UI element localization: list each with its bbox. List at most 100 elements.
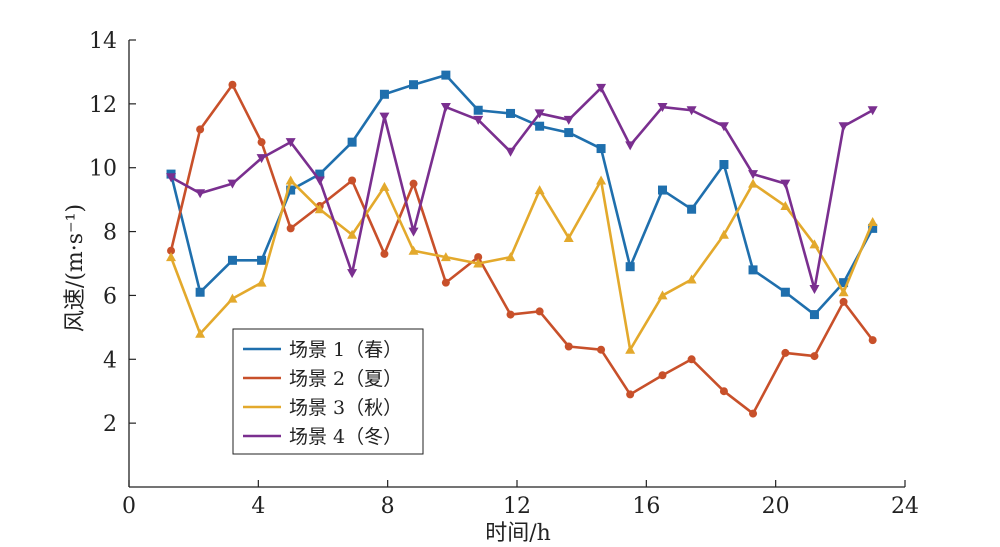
data-point bbox=[838, 122, 849, 132]
data-point bbox=[780, 179, 791, 189]
x-tick-label: 12 bbox=[503, 494, 531, 519]
data-point bbox=[285, 175, 296, 185]
data-point bbox=[409, 80, 419, 90]
data-point bbox=[408, 245, 419, 255]
data-point bbox=[657, 103, 668, 113]
data-point bbox=[257, 138, 266, 147]
data-point bbox=[658, 371, 667, 380]
data-point bbox=[505, 147, 516, 157]
y-axis-label: 风速/(m·s⁻¹) bbox=[63, 204, 88, 332]
data-point bbox=[534, 109, 545, 119]
x-tick-label: 4 bbox=[251, 494, 265, 519]
data-point bbox=[441, 278, 450, 287]
data-point bbox=[347, 269, 358, 279]
data-point bbox=[748, 265, 758, 275]
data-point bbox=[534, 185, 545, 195]
data-point bbox=[780, 287, 790, 297]
data-point bbox=[625, 262, 635, 272]
y-tick-label: 2 bbox=[103, 412, 117, 437]
data-point bbox=[563, 232, 574, 242]
data-point bbox=[563, 115, 574, 125]
data-point bbox=[473, 115, 484, 125]
x-axis-label: 时间/h bbox=[485, 521, 551, 546]
data-point bbox=[597, 345, 606, 354]
data-point bbox=[195, 328, 206, 338]
x-tick-label: 16 bbox=[632, 494, 660, 519]
series-layer bbox=[166, 70, 878, 418]
data-point bbox=[195, 189, 206, 199]
series-3 bbox=[166, 175, 878, 354]
data-point bbox=[196, 125, 205, 134]
data-point bbox=[348, 176, 357, 185]
series-line bbox=[169, 179, 874, 352]
data-point bbox=[596, 83, 607, 93]
data-point bbox=[535, 121, 545, 131]
data-point bbox=[474, 253, 483, 262]
data-point bbox=[809, 285, 820, 295]
data-point bbox=[286, 224, 295, 233]
data-point bbox=[748, 170, 759, 180]
data-point bbox=[687, 355, 696, 364]
data-point bbox=[810, 352, 819, 361]
data-point bbox=[657, 290, 668, 300]
data-point bbox=[780, 201, 791, 211]
data-point bbox=[564, 342, 573, 351]
data-point bbox=[625, 344, 636, 354]
legend: 场景 1（春） 场景 2（夏） 场景 3（秋） 场景 4（冬） bbox=[232, 328, 424, 455]
data-point bbox=[748, 178, 759, 188]
data-point bbox=[166, 173, 177, 183]
data-point bbox=[505, 252, 516, 262]
data-point bbox=[408, 227, 419, 237]
data-point bbox=[719, 160, 729, 170]
data-point bbox=[596, 144, 606, 154]
data-point bbox=[257, 255, 267, 265]
y-tick-label: 8 bbox=[103, 221, 117, 246]
data-point bbox=[380, 249, 389, 258]
data-point bbox=[227, 179, 238, 189]
x-tick-label: 24 bbox=[891, 494, 919, 519]
y-tick-label: 12 bbox=[89, 93, 117, 118]
data-point bbox=[379, 89, 389, 99]
data-point bbox=[379, 181, 390, 191]
data-point bbox=[809, 310, 819, 320]
data-point bbox=[719, 387, 728, 396]
data-point bbox=[409, 179, 418, 188]
series-line bbox=[170, 86, 874, 291]
y-tick-label: 4 bbox=[103, 348, 117, 373]
data-point bbox=[506, 108, 516, 118]
data-point bbox=[718, 122, 729, 132]
y-tick-label: 10 bbox=[89, 157, 117, 182]
data-point bbox=[441, 70, 451, 80]
data-point bbox=[227, 255, 237, 265]
data-point bbox=[868, 336, 877, 345]
data-point bbox=[506, 310, 515, 319]
data-point bbox=[749, 409, 758, 418]
data-point bbox=[809, 239, 820, 249]
data-point bbox=[781, 348, 790, 357]
data-point bbox=[838, 287, 849, 297]
data-point bbox=[166, 252, 177, 262]
data-point bbox=[867, 216, 878, 226]
data-point bbox=[285, 138, 296, 148]
data-point bbox=[473, 258, 484, 268]
data-point bbox=[379, 112, 390, 122]
x-tick-label: 20 bbox=[762, 494, 790, 519]
data-point bbox=[686, 106, 697, 116]
data-point bbox=[839, 297, 848, 306]
x-tick-label: 0 bbox=[122, 494, 136, 519]
data-point bbox=[167, 246, 176, 255]
data-point bbox=[718, 229, 729, 239]
data-point bbox=[535, 307, 544, 316]
series-line bbox=[169, 83, 874, 415]
series-2 bbox=[167, 80, 877, 418]
data-point bbox=[347, 229, 358, 239]
data-point bbox=[256, 154, 267, 164]
data-point bbox=[596, 175, 607, 185]
data-point bbox=[347, 137, 357, 147]
data-point bbox=[625, 141, 636, 151]
data-point bbox=[314, 204, 325, 214]
data-point bbox=[228, 80, 237, 89]
series-4 bbox=[166, 83, 878, 295]
